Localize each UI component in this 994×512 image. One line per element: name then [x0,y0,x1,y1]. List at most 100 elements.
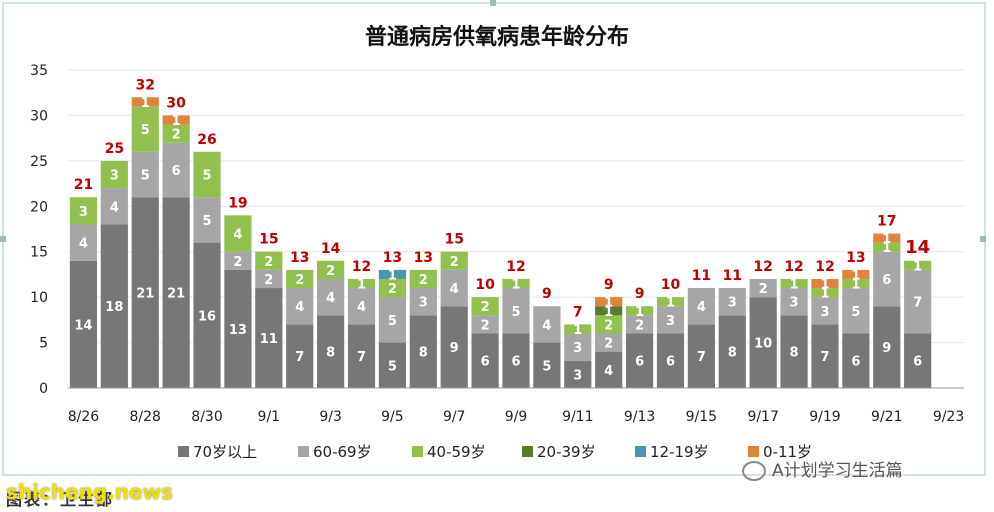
bar-segment [595,315,623,334]
watermark-text: A计划学习生活篇 [772,461,903,481]
bar-segment [162,197,190,388]
bar-segment [502,278,530,289]
bar-segment [811,288,839,298]
chart-frame [0,0,986,476]
total-label: 9 [635,286,645,302]
y-tick-label: 5 [39,336,48,352]
segment-label: 4 [604,364,613,379]
segment-label: 3 [573,368,582,383]
bar-segment [656,306,685,334]
segment-label: 3 [790,296,799,311]
segment-label: 3 [820,305,829,320]
total-label: 21 [74,177,93,193]
bar-segment [564,333,592,361]
segment-label: 18 [105,300,123,315]
x-tick-label: 9/19 [809,409,840,425]
segment-label: 7 [357,350,366,365]
bar-segment [255,251,283,270]
x-tick-label: 9/7 [443,409,466,425]
total-label: 12 [784,259,803,275]
bar-segment [440,306,468,388]
segment-label: 3 [728,296,737,311]
segment-label: 2 [604,337,613,352]
bar-segment [378,269,407,279]
segment-label: 11 [260,332,278,347]
bar-segment [378,297,407,343]
bar-segment [255,288,283,388]
total-label: 9 [542,286,552,302]
legend-swatch [412,446,423,457]
bar-segment [625,306,654,316]
resize-handle-left[interactable] [0,236,6,242]
bar-segment [409,315,437,388]
bar-segment [904,260,932,270]
bar-segment [471,315,499,334]
y-tick-label: 15 [30,245,48,261]
bar-segment [193,151,221,198]
segment-label: 2 [481,318,490,333]
bar-segment [811,324,839,388]
bar-segment [378,278,407,298]
segment-label: 1 [790,278,799,293]
segment-label: 9 [882,341,891,356]
bar-segment [378,342,407,388]
bar-segment [780,288,808,316]
legend-swatch [748,446,759,457]
site-watermark: shicheng.news [6,480,173,504]
legend-swatch [178,446,189,457]
legend-swatch [298,446,309,457]
total-label: 13 [383,250,402,266]
bar-segment [533,342,561,388]
resize-handle-top[interactable] [490,0,496,6]
bar-segment [749,297,777,388]
bar-segment [842,269,870,279]
segment-label: 6 [481,355,490,370]
legend-label: 60-69岁 [313,443,372,461]
total-label: 10 [661,277,681,293]
segment-label: 2 [233,255,242,270]
resize-handle-right[interactable] [980,236,986,242]
segment-label: 3 [573,341,582,356]
bar-segment [162,142,190,198]
wechat-icon [742,461,766,481]
bar-segment [873,233,901,243]
segment-label: 7 [820,350,829,365]
segment-label: 6 [172,164,181,179]
legend: 70岁以上 60-69岁 40-59岁 20-39岁 12-19岁 0-11岁 [178,443,812,461]
legend-label: 20-39岁 [537,443,596,461]
bar-segment [409,288,437,316]
total-label: 25 [105,141,124,157]
bar-segment [595,306,623,316]
segment-label: 1 [388,268,397,283]
segment-label: 21 [136,287,154,302]
legend-label: 12-19岁 [650,443,709,461]
total-label: 12 [753,259,772,275]
segment-label: 1 [851,268,860,283]
segment-label: 8 [419,346,428,361]
total-label: 15 [444,232,463,248]
segment-label: 6 [511,355,520,370]
bar-segment [904,269,932,334]
chart-title: 普通病房供氧病患年龄分布 [365,24,629,50]
segment-label: 4 [450,282,459,297]
y-tick-label: 35 [30,63,48,79]
total-label: 14 [905,237,930,258]
bar-segment [471,333,499,388]
segment-label: 2 [172,128,181,143]
segment-label: 10 [754,337,772,352]
bar-segment [286,324,314,388]
bar-segment [842,278,870,289]
bar-segment [625,315,654,334]
bar-segment [471,297,499,316]
segment-label: 1 [357,278,366,293]
segment-label: 2 [419,273,428,288]
segment-label: 2 [450,255,459,270]
segment-label: 2 [481,300,490,315]
segment-label: 13 [229,323,247,338]
bar-segment [69,260,98,388]
segment-label: 8 [728,346,737,361]
segment-label: 5 [141,123,150,138]
segment-label: 4 [326,291,335,306]
